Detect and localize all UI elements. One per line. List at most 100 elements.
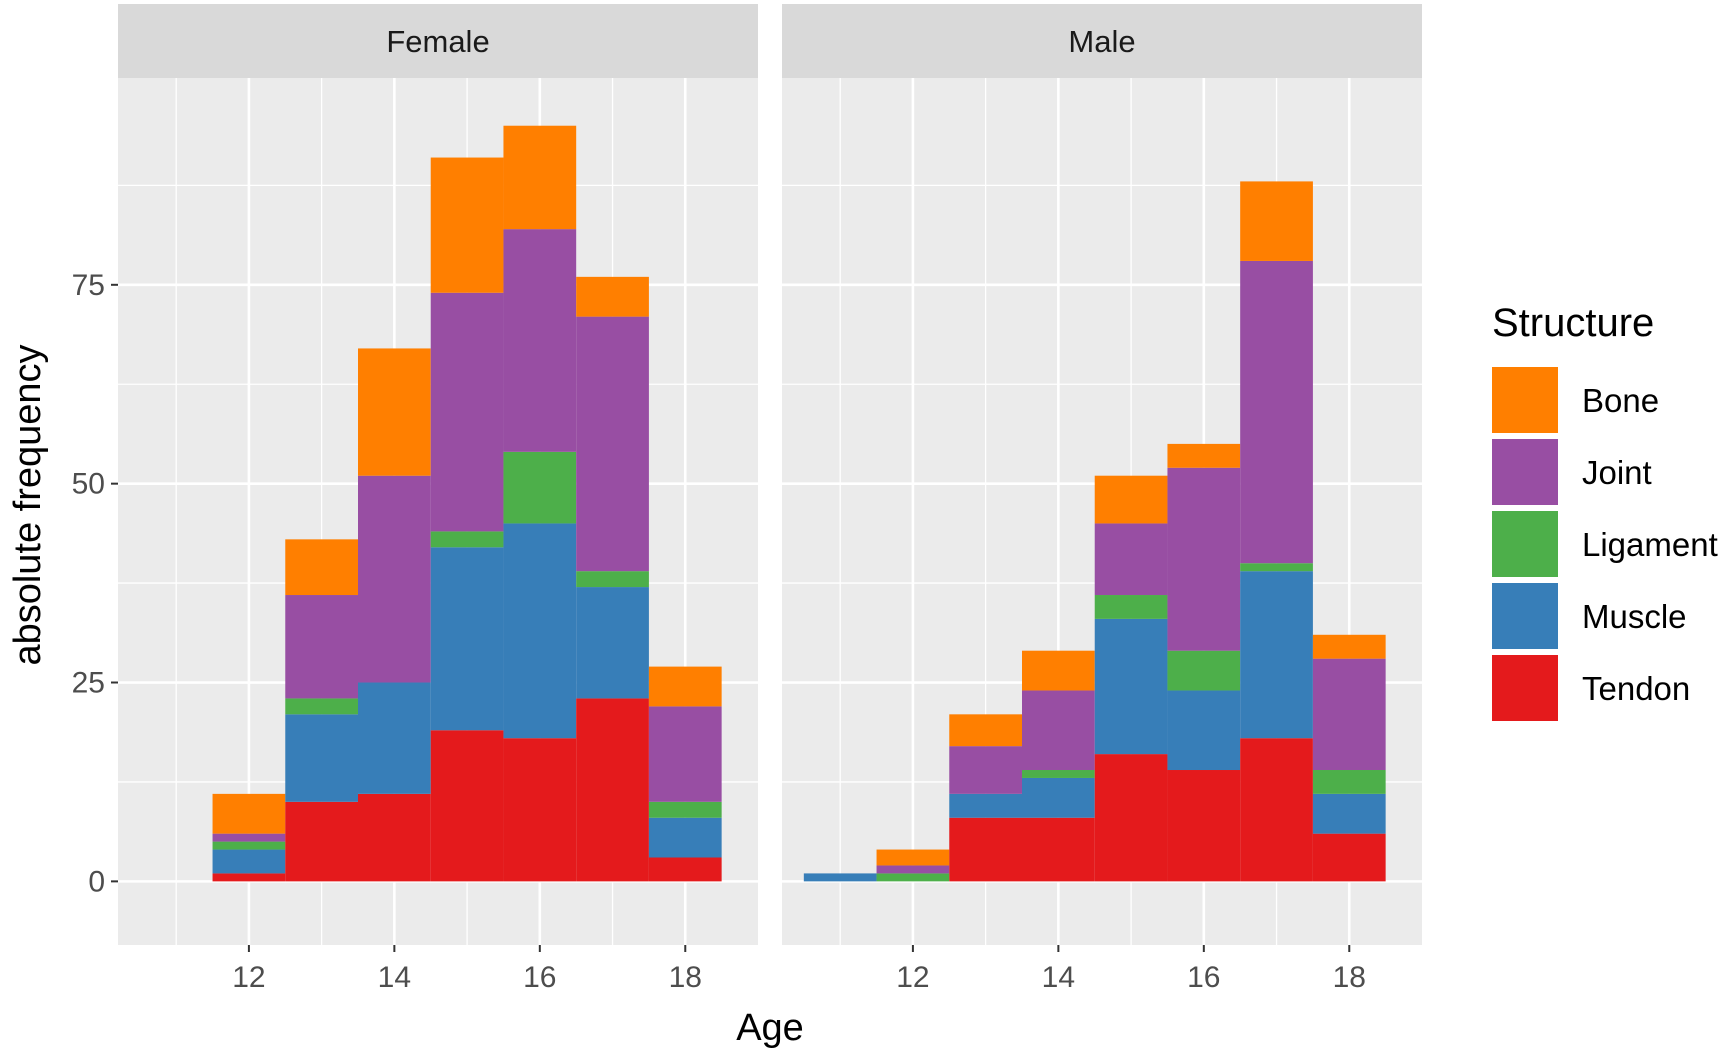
facet-strip-label: Male bbox=[1068, 24, 1135, 59]
bar-segment-tendon-age-14 bbox=[358, 793, 431, 882]
bar-segment-bone-age-14 bbox=[1022, 650, 1095, 691]
bar-segment-joint-age-12 bbox=[212, 833, 286, 842]
bar-segment-muscle-age-15 bbox=[430, 547, 504, 731]
legend-key-joint bbox=[1492, 439, 1558, 505]
bar-segment-ligament-age-13 bbox=[285, 698, 358, 715]
facet-strip bbox=[118, 4, 758, 78]
bar-segment-tendon-age-14 bbox=[1022, 817, 1095, 882]
bar-segment-joint-age-17 bbox=[1240, 260, 1313, 564]
bar-segment-muscle-age-13 bbox=[285, 714, 358, 802]
bar-segment-ligament-age-17 bbox=[576, 571, 649, 588]
bar-segment-joint-age-14 bbox=[358, 475, 431, 683]
bar-segment-ligament-age-12 bbox=[876, 873, 950, 882]
bar-segment-tendon-age-17 bbox=[1240, 738, 1313, 882]
x-tick-label: 18 bbox=[1333, 961, 1366, 994]
bar-segment-tendon-age-12 bbox=[212, 873, 286, 882]
bar-segment-tendon-age-18 bbox=[648, 857, 722, 882]
bars bbox=[212, 125, 722, 882]
bar-segment-muscle-age-16 bbox=[1167, 690, 1241, 771]
bar-segment-muscle-age-16 bbox=[503, 523, 577, 739]
bar-segment-muscle-age-12 bbox=[212, 849, 286, 874]
legend-label-joint: Joint bbox=[1582, 454, 1652, 491]
bar-segment-joint-age-16 bbox=[1167, 467, 1241, 651]
bar-segment-ligament-age-18 bbox=[1312, 770, 1386, 794]
bar-segment-bone-age-14 bbox=[358, 348, 431, 476]
x-tick-label: 16 bbox=[523, 961, 556, 994]
bar-segment-ligament-age-14 bbox=[1022, 770, 1095, 778]
bar-segment-muscle-age-13 bbox=[949, 793, 1022, 818]
bar-segment-joint-age-18 bbox=[648, 706, 722, 802]
bar-segment-tendon-age-17 bbox=[576, 698, 649, 882]
bar-segment-bone-age-16 bbox=[1167, 443, 1241, 468]
bar-segment-muscle-age-18 bbox=[648, 817, 722, 858]
bar-segment-muscle-age-15 bbox=[1094, 618, 1168, 755]
bar-segment-muscle-age-14 bbox=[358, 682, 431, 794]
bar-segment-bone-age-16 bbox=[503, 125, 577, 230]
legend-title: Structure bbox=[1492, 301, 1654, 345]
bar-segment-bone-age-18 bbox=[1312, 634, 1386, 659]
bar-segment-ligament-age-17 bbox=[1240, 563, 1313, 572]
x-tick-label: 12 bbox=[232, 961, 265, 994]
y-tick-label: 75 bbox=[72, 269, 105, 302]
y-tick-label: 25 bbox=[72, 667, 105, 700]
bar-segment-muscle-age-14 bbox=[1022, 777, 1095, 818]
bar-segment-bone-age-15 bbox=[1094, 475, 1168, 524]
bar-segment-ligament-age-16 bbox=[503, 451, 577, 524]
bar-segment-muscle-age-17 bbox=[576, 587, 649, 699]
bar-segment-tendon-age-13 bbox=[285, 801, 358, 882]
facet-panel-female: Female 12 14 16 18 0 25 50 75 bbox=[72, 4, 758, 994]
bar-segment-ligament-age-12 bbox=[212, 841, 286, 850]
bar-segment-muscle-age-11 bbox=[803, 873, 877, 882]
legend-label-ligament: Ligament bbox=[1582, 526, 1718, 563]
bar-segment-joint-age-15 bbox=[430, 292, 504, 532]
bar-segment-ligament-age-16 bbox=[1167, 650, 1241, 691]
facet-strip bbox=[782, 4, 1422, 78]
legend-label-tendon: Tendon bbox=[1582, 670, 1690, 707]
x-tick-label: 14 bbox=[1042, 961, 1075, 994]
bar-segment-tendon-age-18 bbox=[1312, 833, 1386, 882]
bar-segment-ligament-age-18 bbox=[648, 801, 722, 818]
bar-segment-bone-age-13 bbox=[949, 714, 1022, 747]
bar-segment-tendon-age-15 bbox=[1094, 754, 1168, 882]
bar-segment-tendon-age-15 bbox=[430, 730, 504, 882]
bar-segment-tendon-age-16 bbox=[503, 738, 577, 882]
bar-segment-joint-age-13 bbox=[949, 746, 1022, 794]
bar-segment-tendon-age-16 bbox=[1167, 770, 1241, 882]
x-tick-label: 12 bbox=[896, 961, 929, 994]
bar-segment-bone-age-13 bbox=[285, 539, 358, 596]
bar-segment-joint-age-18 bbox=[1312, 658, 1386, 771]
bar-segment-bone-age-12 bbox=[212, 793, 286, 834]
bar-segment-bone-age-17 bbox=[576, 276, 649, 317]
bar-segment-joint-age-16 bbox=[503, 229, 577, 452]
bar-segment-muscle-age-18 bbox=[1312, 793, 1386, 834]
legend-label-muscle: Muscle bbox=[1582, 598, 1687, 635]
legend-key-tendon bbox=[1492, 655, 1558, 721]
bar-segment-ligament-age-15 bbox=[430, 531, 504, 548]
legend-key-bone bbox=[1492, 367, 1558, 433]
x-tick-label: 14 bbox=[378, 961, 411, 994]
bar-segment-joint-age-17 bbox=[576, 316, 649, 572]
bar-segment-joint-age-14 bbox=[1022, 690, 1095, 771]
x-axis-title: Age bbox=[736, 1007, 804, 1049]
bar-segment-joint-age-13 bbox=[285, 595, 358, 699]
bar-segment-tendon-age-13 bbox=[949, 817, 1022, 882]
y-tick-label: 50 bbox=[72, 468, 105, 501]
y-tick-label: 0 bbox=[88, 865, 105, 898]
bar-segment-muscle-age-17 bbox=[1240, 571, 1313, 739]
x-tick-label: 18 bbox=[669, 961, 702, 994]
bar-segment-joint-age-15 bbox=[1094, 523, 1168, 596]
y-axis-title: absolute frequency bbox=[7, 344, 49, 665]
facet-panel-male: Male 12 14 16 18 bbox=[782, 4, 1422, 994]
legend-key-ligament bbox=[1492, 511, 1558, 577]
facet-strip-label: Female bbox=[386, 24, 489, 59]
x-tick-label: 16 bbox=[1187, 961, 1220, 994]
bar-segment-bone-age-18 bbox=[648, 666, 722, 707]
legend: Structure Bone Joint Ligament Muscle Tendon bbox=[1492, 301, 1718, 721]
bar-segment-bone-age-15 bbox=[430, 157, 504, 293]
legend-key-muscle bbox=[1492, 583, 1558, 649]
bar-segment-bone-age-12 bbox=[876, 849, 950, 866]
bar-segment-bone-age-17 bbox=[1240, 181, 1313, 261]
legend-label-bone: Bone bbox=[1582, 382, 1659, 419]
bar-segment-joint-age-12 bbox=[876, 865, 950, 874]
